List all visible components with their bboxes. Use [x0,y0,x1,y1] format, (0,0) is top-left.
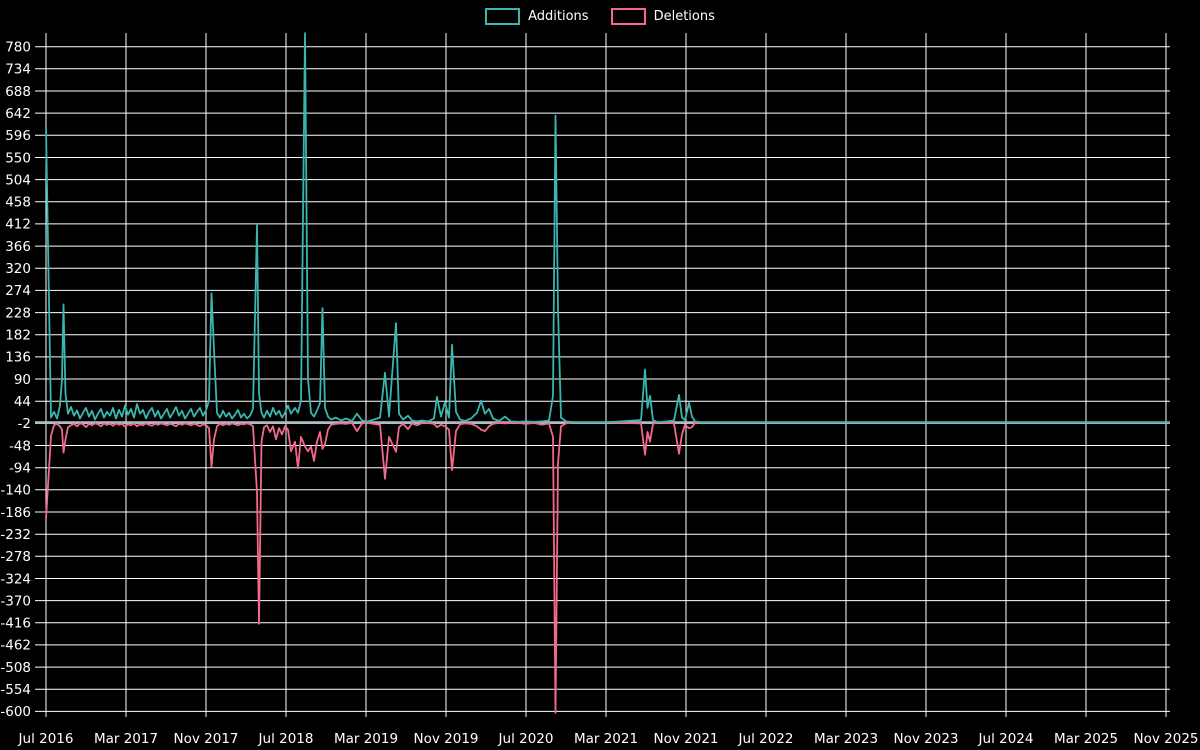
y-tick-label: 550 [5,150,31,166]
x-tick-label: Jul 2018 [258,731,314,747]
y-tick-label: 320 [5,261,31,277]
y-tick-label: -140 [0,483,31,499]
x-tick-label: Mar 2019 [334,731,398,747]
y-tick-label: 734 [5,62,31,78]
y-tick-label: 274 [5,283,31,299]
legend-item-additions[interactable]: Additions [485,8,589,25]
y-tick-label: -370 [0,593,31,609]
x-tick-label: Mar 2017 [94,731,158,747]
x-tick-label: Nov 2023 [894,731,959,747]
x-tick-label: Mar 2021 [574,731,638,747]
y-tick-label: 412 [5,217,31,233]
y-tick-label: -278 [0,549,31,565]
y-tick-label: -600 [0,704,31,720]
y-tick-label: 596 [5,128,31,144]
x-tick-label: Nov 2019 [414,731,479,747]
x-tick-label: Mar 2025 [1054,731,1118,747]
legend-label-deletions: Deletions [653,9,715,24]
additions-line [45,32,1170,424]
y-tick-label: 182 [5,328,31,344]
deletions-swatch-icon [610,8,646,25]
x-tick-label: Jul 2024 [978,731,1034,747]
y-tick-label: -554 [0,682,31,698]
x-tick-label: Nov 2021 [654,731,719,747]
y-tick-label: 228 [5,305,31,321]
y-tick-label: -416 [0,616,31,632]
y-tick-label: 642 [5,106,31,122]
y-tick-label: -2 [18,416,31,432]
x-tick-label: Nov 2025 [1134,731,1199,747]
deletions-line [45,421,1170,714]
y-tick-label: 90 [14,372,31,388]
y-tick-label: -48 [9,438,31,454]
y-tick-label: -94 [9,461,31,477]
chart-legend: Additions Deletions [0,8,1200,25]
x-tick-label: Mar 2023 [814,731,878,747]
legend-item-deletions[interactable]: Deletions [610,8,715,25]
y-tick-label: 688 [5,84,31,100]
x-tick-label: Jul 2022 [738,731,794,747]
y-tick-label: -232 [0,527,31,543]
y-tick-label: -186 [0,505,31,521]
y-tick-label: 366 [5,239,31,255]
y-tick-label: 780 [5,40,31,56]
y-tick-label: 504 [5,172,31,188]
legend-label-additions: Additions [528,9,589,24]
y-grid-and-ticks: 780 734 688 642 596 550 504 458 412 366 320 274 228 1… [0,40,1170,720]
y-tick-label: 44 [14,394,31,410]
additions-swatch-icon [485,8,521,25]
x-tick-label: Nov 2017 [174,731,239,747]
y-tick-label: 136 [5,350,31,366]
y-tick-label: 458 [5,195,31,211]
y-tick-label: -508 [0,660,31,676]
x-tick-label: Jul 2016 [18,731,74,747]
x-tick-label: Jul 2020 [498,731,554,747]
y-tick-label: -462 [0,638,31,654]
y-tick-label: -324 [0,571,31,587]
x-grid-and-ticks: Jul 2016 Mar 2017 Nov 2017 Jul 2018 Mar 2019… [18,33,1199,747]
